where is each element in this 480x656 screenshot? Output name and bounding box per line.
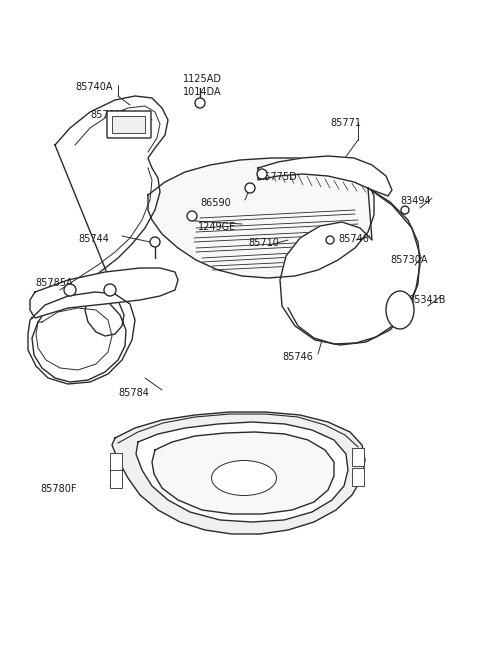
Bar [110,453,122,471]
Text: 85784: 85784 [118,388,149,398]
Circle shape [64,284,76,296]
Circle shape [195,98,205,108]
Ellipse shape [212,461,276,495]
Ellipse shape [386,291,414,329]
Text: 85763R: 85763R [90,110,128,120]
Text: 85710: 85710 [248,238,279,248]
Polygon shape [136,422,348,522]
Text: 85744: 85744 [78,234,109,244]
Bar [352,448,364,466]
Text: 85341B: 85341B [408,295,445,305]
Text: 85746: 85746 [338,234,369,244]
Text: 85775D: 85775D [258,172,297,182]
Text: 85730A: 85730A [390,255,428,265]
Polygon shape [112,412,365,534]
Bar [352,468,364,486]
Text: 1249GE: 1249GE [198,222,236,232]
Circle shape [326,236,334,244]
Polygon shape [258,156,392,196]
FancyBboxPatch shape [107,111,151,138]
Polygon shape [32,96,168,382]
Text: 85740A: 85740A [75,82,112,92]
Polygon shape [148,158,374,278]
Text: 85771: 85771 [330,118,361,128]
Circle shape [245,183,255,193]
Circle shape [401,206,409,214]
Text: 85785A: 85785A [35,278,72,288]
Circle shape [104,284,116,296]
Text: 85746: 85746 [282,352,313,362]
Polygon shape [280,188,420,345]
Text: 86590: 86590 [200,198,231,208]
Bar [110,470,122,488]
Circle shape [150,237,160,247]
Bar [112,116,145,133]
Circle shape [257,169,267,179]
Text: 83494: 83494 [400,196,431,206]
Polygon shape [30,268,178,318]
Circle shape [187,211,197,221]
Text: 1014DA: 1014DA [183,87,222,97]
Text: 1125AD: 1125AD [183,74,222,84]
Polygon shape [28,292,135,384]
Polygon shape [152,432,334,514]
Text: 85780F: 85780F [40,484,76,494]
